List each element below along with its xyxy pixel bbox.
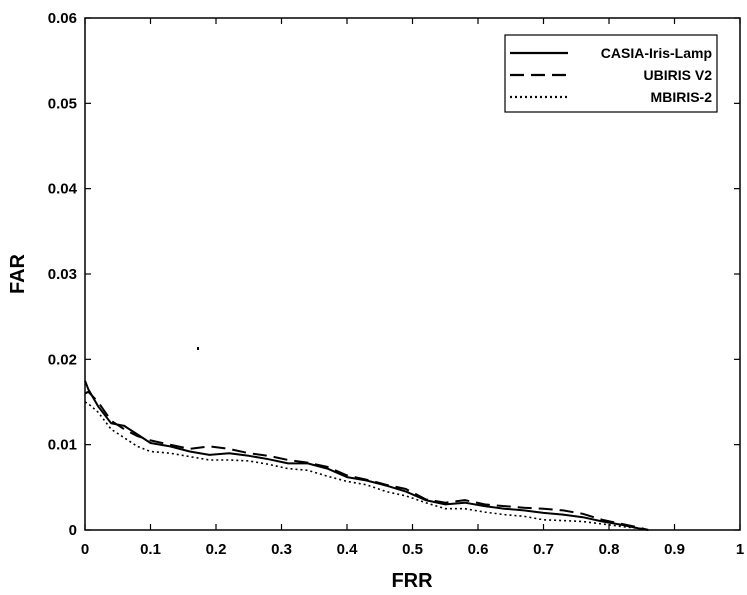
y-tick-label: 0.06 — [48, 10, 77, 27]
x-tick-label: 0.9 — [664, 541, 685, 558]
y-tick-label: 0.02 — [48, 351, 77, 368]
x-tick-label: 0.7 — [533, 541, 554, 558]
y-axis-label: FAR — [7, 253, 29, 294]
legend: CASIA-Iris-Lamp UBIRIS V2 MBIRIS-2 — [504, 34, 718, 113]
x-tick-label: 0 — [81, 541, 89, 558]
x-tick-label: 0.1 — [140, 541, 161, 558]
x-tick-label: 1 — [736, 541, 744, 558]
y-tick-label: 0.04 — [48, 181, 78, 198]
x-axis-ticks: 0 0.1 0.2 0.3 0.4 0.5 0.6 0.7 0.8 0.9 1 — [81, 18, 744, 558]
x-tick-label: 0.2 — [206, 541, 227, 558]
y-tick-label: 0 — [69, 522, 77, 539]
x-tick-label: 0.4 — [337, 541, 359, 558]
series-layer — [84, 380, 649, 531]
legend-box — [504, 34, 718, 113]
legend-label: CASIA-Iris-Lamp — [601, 45, 712, 61]
legend-label: UBIRIS V2 — [644, 67, 713, 83]
y-tick-label: 0.01 — [48, 437, 77, 454]
y-tick-label: 0.03 — [48, 266, 77, 283]
legend-label: MBIRIS-2 — [651, 89, 713, 105]
x-tick-label: 0.8 — [599, 541, 620, 558]
x-tick-label: 0.6 — [468, 541, 489, 558]
x-tick-label: 0.3 — [271, 541, 292, 558]
y-axis-ticks: 0 0.01 0.02 0.03 0.04 0.05 0.06 — [48, 10, 740, 539]
stray-dot — [197, 347, 199, 350]
y-tick-label: 0.05 — [48, 95, 77, 112]
x-tick-label: 0.5 — [402, 541, 423, 558]
x-axis-label: FRR — [391, 570, 433, 592]
series-line-ubiris-v2 — [84, 390, 649, 531]
